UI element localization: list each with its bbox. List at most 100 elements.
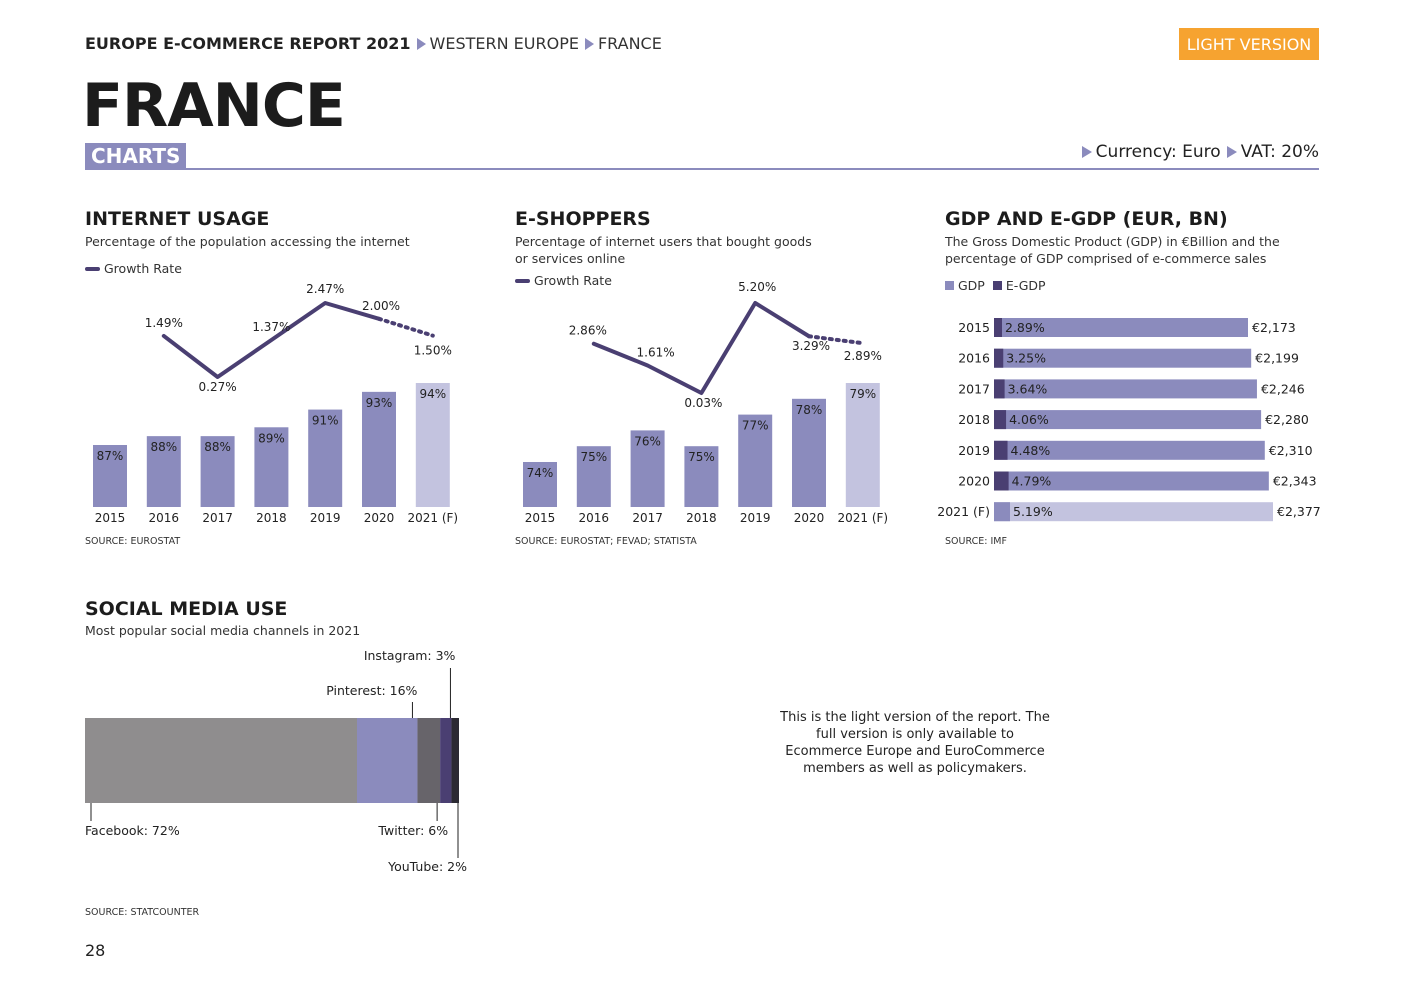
x-tick-label: 2019 — [740, 511, 771, 525]
segment — [357, 718, 418, 803]
gdp-subtitle: The Gross Domestic Product (GDP) in €Bil… — [945, 234, 1280, 266]
triangle-icon — [584, 37, 594, 50]
x-tick-label: 2021 (F) — [837, 511, 888, 525]
x-tick-label: 2021 (F) — [407, 511, 458, 525]
bar — [792, 398, 826, 507]
egdp-bar — [994, 379, 1005, 399]
bar — [254, 427, 289, 507]
growth-value-label: 1.50% — [414, 344, 452, 358]
legend-egdp: E-GDP — [1005, 278, 1046, 293]
gdp-bar — [994, 471, 1269, 491]
growth-value-label: 0.03% — [684, 396, 722, 410]
egdp-bar — [994, 471, 1009, 491]
bar-value-label: 77% — [742, 419, 769, 433]
gdp-value-label: €2,343 — [1273, 474, 1317, 489]
breadcrumb-region[interactable]: WESTERN EUROPE — [429, 34, 579, 53]
growth-line — [161, 301, 381, 379]
x-tick-label: 2018 — [686, 511, 717, 525]
growth-line — [591, 301, 811, 395]
country-meta: Currency: Euro VAT: 20% — [1076, 142, 1319, 162]
breadcrumb: EUROPE E-COMMERCE REPORT 2021 WESTERN EU… — [85, 34, 662, 53]
gdp-bar — [994, 348, 1252, 368]
internet-usage-source: SOURCE: EUROSTAT — [85, 536, 181, 547]
eshoppers-subtitle: Percentage of internet users that bought… — [515, 234, 812, 266]
breadcrumb-report[interactable]: EUROPE E-COMMERCE REPORT 2021 — [85, 34, 411, 53]
bar — [146, 436, 181, 507]
social-media-title: SOCIAL MEDIA USE — [85, 598, 288, 620]
light-version-note: This is the light version of the report.… — [780, 710, 1050, 776]
bar-value-label: 94% — [419, 387, 446, 401]
bar — [630, 430, 665, 507]
segment-label: Instagram: 3% — [364, 648, 456, 663]
bar — [415, 383, 450, 507]
bar-value-label: 75% — [688, 450, 715, 464]
growth-value-label: 5.20% — [738, 280, 776, 294]
gdp-bar — [994, 379, 1257, 399]
x-tick-label: 2019 — [310, 511, 341, 525]
gdp-legend: GDP E-GDP — [945, 278, 1046, 293]
legend-growth-rate: Growth Rate — [534, 273, 612, 288]
x-tick-label: 2016 — [149, 511, 180, 525]
egdp-value-label: 3.25% — [1006, 351, 1046, 366]
segment — [417, 718, 441, 803]
x-tick-label: 2017 — [202, 511, 233, 525]
bar — [93, 445, 127, 507]
egdp-value-label: 3.64% — [1008, 381, 1048, 396]
line-legend-icon — [515, 278, 530, 283]
y-tick-label: 2015 — [958, 320, 990, 335]
bar-value-label: 89% — [258, 431, 285, 445]
growth-value-label: 1.61% — [637, 345, 675, 359]
gdp-bar — [994, 502, 1273, 522]
segment — [85, 718, 357, 803]
internet-usage-legend: Growth Rate — [85, 261, 182, 276]
triangle-icon — [1226, 146, 1237, 158]
egdp-value-label: 5.19% — [1013, 504, 1053, 519]
bar — [200, 436, 235, 507]
bar — [576, 446, 611, 507]
gdp-bar — [994, 318, 1248, 337]
gdp-value-label: €2,246 — [1261, 381, 1305, 396]
internet-usage-chart: 87% 2015 88% 2016 88% 2017 89% 2018 91% 2019 93% 20… — [93, 282, 458, 525]
gdp-value-label: €2,280 — [1265, 412, 1309, 427]
eshoppers-source: SOURCE: EUROSTAT; FEVAD; STATISTA — [515, 536, 697, 547]
social-media-source: SOURCE: STATCOUNTER — [85, 907, 200, 918]
gdp-value-label: €2,199 — [1255, 351, 1299, 366]
x-tick-label: 2020 — [364, 511, 395, 525]
egdp-value-label: 2.89% — [1005, 320, 1045, 335]
bar-value-label: 75% — [580, 450, 607, 464]
internet-usage-title: INTERNET USAGE — [85, 208, 270, 230]
light-version-button[interactable]: LIGHT VERSION — [1179, 28, 1319, 60]
egdp-legend-swatch — [992, 281, 1002, 290]
bar-value-label: 79% — [849, 387, 876, 401]
gdp-chart: 2015 2.89% €2,173 2016 3.25% €2,199 2017 3.64% €… — [937, 318, 1321, 522]
bar-value-label: 78% — [796, 403, 823, 417]
growth-value-label: 2.89% — [844, 349, 882, 363]
gdp-value-label: €2,310 — [1269, 443, 1313, 458]
egdp-bar — [994, 348, 1004, 368]
y-tick-label: 2020 — [958, 474, 990, 489]
segment — [451, 718, 459, 803]
line-legend-icon — [85, 266, 100, 271]
segment-label: YouTube: 2% — [387, 859, 467, 874]
growth-value-label: 2.86% — [569, 324, 607, 338]
x-tick-label: 2017 — [632, 511, 663, 525]
egdp-bar — [994, 502, 1010, 522]
egdp-value-label: 4.48% — [1011, 443, 1051, 458]
growth-line-forecast — [807, 334, 865, 346]
gdp-legend-swatch — [945, 281, 954, 290]
breadcrumb-country[interactable]: FRANCE — [597, 34, 662, 53]
bar-value-label: 93% — [366, 396, 393, 410]
egdp-value-label: 4.79% — [1012, 474, 1052, 489]
page-title: FRANCE — [82, 71, 346, 141]
y-tick-label: 2017 — [958, 381, 990, 396]
bar — [523, 462, 557, 507]
section-tag: CHARTS — [85, 143, 187, 169]
segment-label: Twitter: 6% — [377, 823, 448, 838]
bar-value-label: 91% — [312, 414, 339, 428]
triangle-icon — [1081, 146, 1092, 158]
bar-value-label: 87% — [97, 449, 124, 463]
vat-label: VAT: 20% — [1240, 142, 1319, 162]
internet-usage-subtitle: Percentage of the population accessing t… — [85, 234, 410, 249]
legend-gdp: GDP — [958, 278, 985, 293]
y-tick-label: 2016 — [958, 351, 990, 366]
